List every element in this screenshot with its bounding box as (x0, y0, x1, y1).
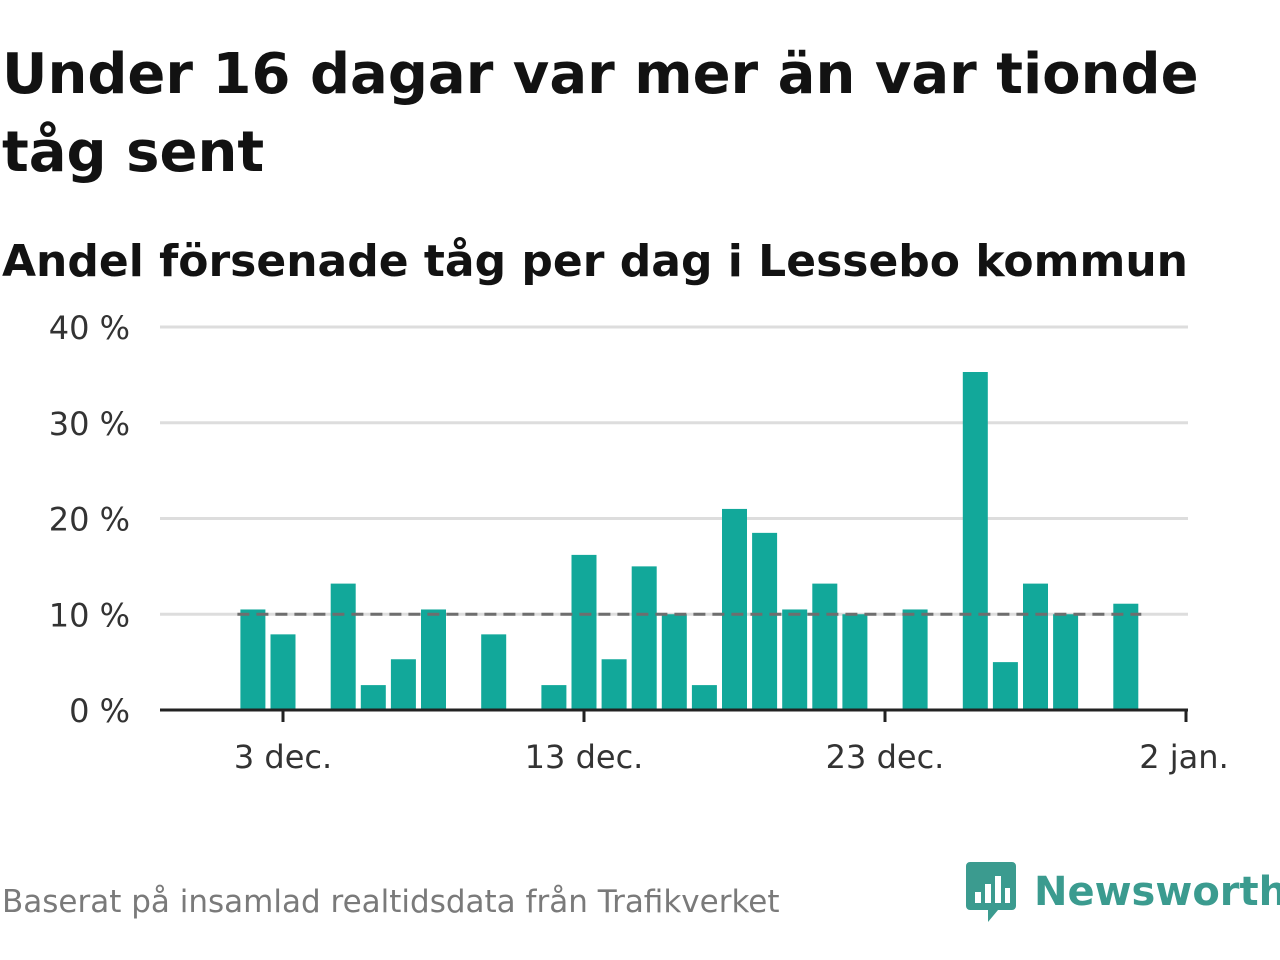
y-tick-label: 20 % (49, 501, 130, 539)
x-tick-label: 23 dec. (826, 738, 945, 776)
bar (992, 662, 1018, 710)
bar (812, 583, 838, 710)
bars (240, 372, 1139, 710)
bar (1113, 603, 1139, 710)
bar (752, 532, 778, 710)
x-tick-label: 2 jan. (1139, 738, 1228, 776)
bar (782, 609, 808, 710)
x-tick-label: 13 dec. (525, 738, 644, 776)
x-tick-label: 3 dec. (234, 738, 332, 776)
newsworthy-logo-icon (966, 862, 1016, 922)
bar (330, 583, 356, 710)
brand-name: Newsworthy (1034, 869, 1280, 915)
source-note: Baserat på insamlad realtidsdata från Tr… (2, 884, 780, 920)
bar (571, 554, 597, 710)
bar (1023, 583, 1048, 710)
bar (541, 685, 567, 710)
bar (601, 659, 627, 710)
chart-subtitle: Andel försenade tåg per dag i Lessebo ko… (2, 236, 1188, 287)
bar (902, 609, 928, 710)
chart-title: Under 16 dagar var mer än var tionde tåg… (2, 42, 1199, 185)
bar (481, 634, 507, 710)
bar (1053, 614, 1079, 710)
y-tick-label: 10 % (49, 596, 130, 634)
brand: Newsworthy (966, 862, 1280, 922)
y-tick-label: 0 % (69, 692, 130, 730)
bar (360, 685, 386, 710)
x-axis (160, 708, 1188, 722)
grid-lines (160, 325, 1188, 616)
bar (390, 659, 416, 710)
bar (270, 634, 296, 710)
y-axis-labels: 0 % 10 % 20 % 30 % 40 % (49, 309, 130, 730)
bar (691, 685, 717, 710)
y-tick-label: 40 % (49, 309, 130, 347)
y-tick-label: 30 % (49, 405, 130, 443)
bar (631, 566, 657, 710)
bar (421, 609, 446, 710)
bar (240, 609, 266, 710)
bar-chart: 0 % 10 % 20 % 30 % 40 % 3 dec. 13 dec. 23 dec.… (49, 309, 1229, 776)
bar (661, 614, 687, 710)
bar (722, 508, 747, 710)
bar (842, 614, 868, 710)
bar (962, 372, 988, 710)
x-axis-labels: 3 dec. 13 dec. 23 dec. 2 jan. (234, 738, 1229, 776)
